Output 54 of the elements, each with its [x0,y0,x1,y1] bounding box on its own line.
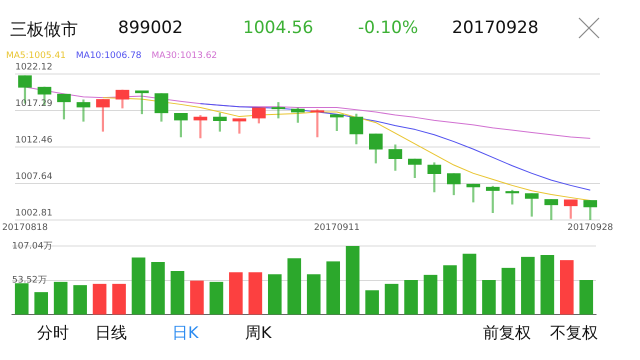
bar [112,284,126,315]
bar [443,265,457,315]
y-tick-label: 1012.46 [15,135,53,146]
text: MA30:1013.62 [152,51,218,62]
x-tick-label: 20170928 [567,222,614,233]
bar [502,268,516,315]
bar [404,280,418,315]
x-tick-label: 20170911 [314,222,360,233]
x-tick-label: 20170818 [2,222,48,233]
bar [190,280,204,315]
bar [170,271,184,315]
y-tick-label: 1017.29 [15,98,53,109]
text: 899002 [118,18,183,38]
text: MA10:1006.78 [76,51,142,62]
bar [54,282,68,315]
bar [229,272,243,315]
text: 日K [172,323,198,344]
bar [248,272,262,315]
y-tick-label: 1007.64 [15,172,53,182]
text: 不复权 [550,323,598,344]
bar [560,260,574,315]
bar [14,283,29,315]
text: MA5:1005.41 [6,51,66,62]
bar [73,285,87,315]
text: -0.10% [358,18,418,38]
bar [384,284,398,315]
text: 前复权 [483,323,531,344]
y-tick-label: 53.52万 [12,276,47,286]
text: 周K [245,323,272,344]
bar [462,254,476,315]
y-tick-label: 1022.12 [15,62,52,72]
bar [151,262,165,315]
bar [482,280,496,315]
text: 分时 [37,323,69,344]
text: 1004.56 [243,18,314,38]
bar [540,255,554,315]
bar [521,256,535,315]
bar [424,274,438,315]
y-tick-label: 107.04万 [12,241,52,252]
chart-title: 三板做市 [10,19,78,41]
bar [92,284,106,315]
text: 20170928 [452,18,539,38]
bar [579,280,594,315]
bar [132,258,146,315]
bar [306,274,321,315]
bar [346,246,360,315]
bar [326,261,340,315]
bar [268,274,282,315]
bar [287,258,302,315]
text: 日线 [95,323,127,344]
bar [365,290,379,315]
bar [34,292,48,315]
bar [210,282,224,315]
y-tick-label: 1002.81 [15,208,52,219]
